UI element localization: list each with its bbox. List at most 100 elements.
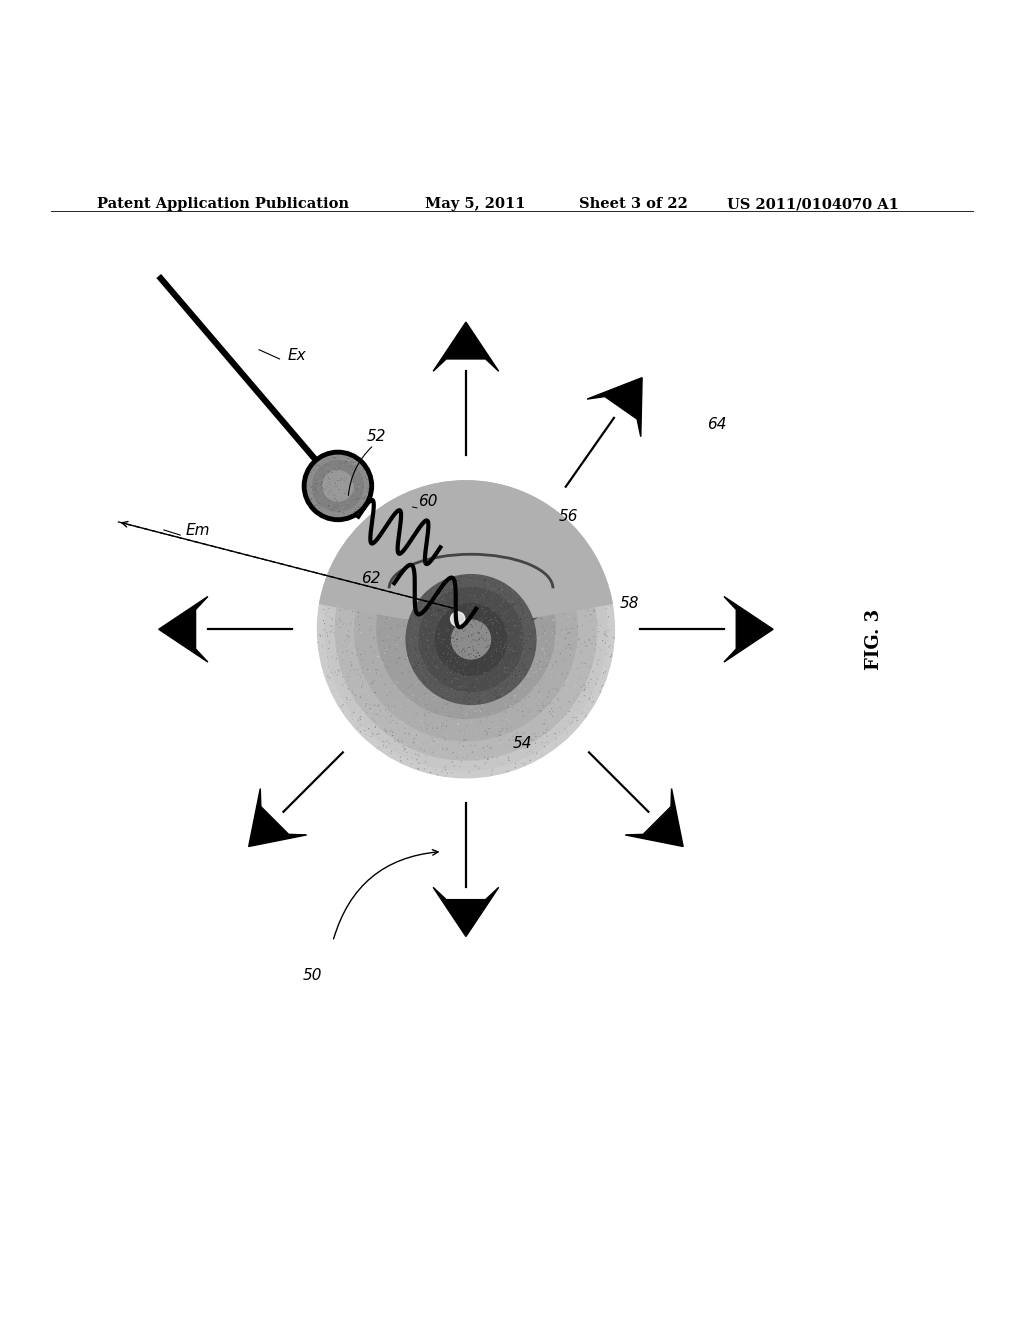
Point [343,642,359,663]
Point [429,601,445,622]
Point [471,645,487,667]
Point [427,578,443,599]
Point [521,669,538,690]
Point [457,623,473,644]
Point [370,738,386,759]
Point [504,615,520,636]
Point [450,628,466,649]
Point [368,533,384,554]
Point [506,663,522,684]
Point [504,535,520,556]
Point [463,653,479,675]
Point [344,659,360,680]
Point [589,655,605,676]
Point [500,661,516,682]
Point [319,449,336,470]
Point [417,678,433,700]
Point [443,597,460,618]
Point [392,540,409,561]
Point [406,498,422,519]
Point [563,693,580,714]
Point [313,480,330,502]
Point [492,616,508,638]
Point [468,482,484,503]
Point [527,598,544,619]
Point [485,661,502,682]
Point [494,665,510,686]
Point [438,652,455,673]
Point [312,451,329,473]
Point [547,630,563,651]
Point [431,631,447,652]
Point [381,595,397,616]
Point [484,495,501,516]
Point [307,454,324,475]
Point [465,665,481,686]
Point [358,700,375,721]
Point [419,652,435,673]
Point [326,488,342,510]
Point [358,649,375,671]
Point [428,675,444,696]
Point [512,585,528,606]
Point [396,626,413,647]
Point [393,578,410,599]
Point [401,723,418,744]
Point [321,473,337,494]
Point [347,499,364,520]
Point [527,733,544,754]
Point [478,668,495,689]
Point [489,669,506,690]
Point [457,504,473,525]
Point [478,576,495,597]
Point [472,648,488,669]
Point [512,618,528,639]
Point [454,624,470,645]
Point [443,660,460,681]
Point [324,484,340,506]
Point [526,723,543,744]
Point [478,537,495,558]
Point [355,560,372,581]
Point [474,576,490,597]
Point [348,628,365,649]
Point [497,681,513,702]
Point [441,685,458,706]
Point [507,669,523,690]
Point [410,758,426,779]
Point [504,607,520,628]
Point [447,684,464,705]
Point [366,643,382,664]
Point [498,619,514,640]
Point [333,589,349,610]
Point [370,558,386,579]
Point [324,506,340,527]
Point [457,748,473,770]
Point [454,642,470,663]
Point [486,648,503,669]
Point [522,623,539,644]
Point [489,752,506,774]
Point [541,644,557,665]
Point [497,657,513,678]
Point [512,609,528,630]
Point [458,573,474,594]
Point [451,533,467,554]
Point [321,495,337,516]
Point [328,447,344,469]
Point [356,466,373,487]
Point [509,611,525,632]
Point [463,486,479,507]
Point [354,631,371,652]
Point [480,661,497,682]
Point [515,643,531,664]
Point [511,589,527,610]
Point [518,539,535,560]
Point [357,577,374,598]
Point [449,477,465,498]
Point [515,630,531,651]
Point [538,581,554,602]
Point [330,502,346,523]
Point [420,630,436,651]
Point [564,618,581,639]
